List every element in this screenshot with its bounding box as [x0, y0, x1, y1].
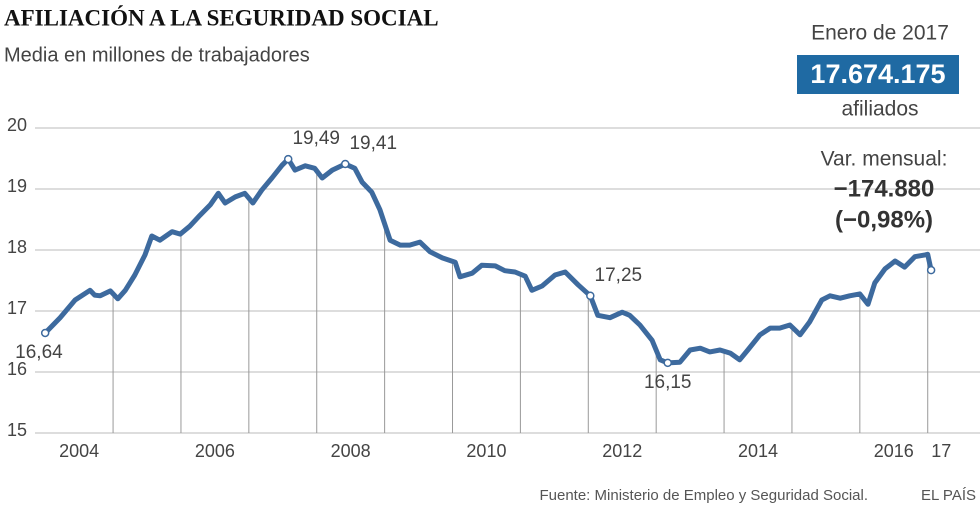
x-tick-label: 2004 [59, 441, 99, 461]
x-tick-label: 2014 [738, 441, 778, 461]
y-tick-label: 16 [7, 359, 27, 379]
chart-title: AFILIACIÓN A LA SEGURIDAD SOCIAL [4, 4, 439, 30]
callout-unit: afiliados [841, 98, 918, 121]
plot: 16,64 19,49 19,41 17,25 16,15 [15, 128, 936, 393]
x-tick-label: 17 [931, 441, 951, 461]
y-tick-label: 20 [7, 115, 27, 135]
annotation-label: 16,64 [15, 342, 63, 363]
annotation-point [586, 291, 595, 300]
callout-value: 17.674.175 [810, 59, 945, 89]
annotation-label: 19,49 [292, 128, 340, 149]
chart-subtitle: Media en millones de trabajadores [4, 44, 310, 66]
x-tick-label: 2010 [466, 441, 506, 461]
annotation-point [663, 358, 672, 368]
y-tick-label: 15 [7, 420, 27, 440]
annotation-label: 19,41 [349, 133, 397, 154]
y-tick-label: 18 [7, 237, 27, 257]
annotation-point [340, 159, 350, 169]
y-tick-label: 17 [7, 298, 27, 318]
callout-change-label: Var. mensual: [821, 148, 948, 171]
callout-period: Enero de 2017 [811, 22, 949, 45]
callout: Enero de 2017 17.674.175 afiliados Var. … [797, 22, 959, 233]
x-tick-label: 2012 [602, 441, 642, 461]
grid: 15 16 17 18 19 20 2004 2006 2008 2010 2012 2014 2016… [7, 115, 980, 461]
annotation-point [283, 154, 293, 164]
source: Fuente: Ministerio de Empleo y Seguridad… [539, 487, 868, 504]
data-line [42, 156, 934, 366]
annotation-point [40, 328, 50, 338]
callout-change: −174.880 [834, 175, 935, 202]
callout-change-pct: (−0,98%) [835, 206, 933, 233]
y-tick-label: 19 [7, 176, 27, 196]
annotation-label: 16,15 [644, 372, 692, 393]
x-tick-label: 2006 [195, 441, 235, 461]
brand: EL PAÍS [921, 487, 976, 504]
end-point [926, 265, 936, 275]
callout-box [797, 55, 959, 94]
x-tick-label: 2016 [874, 441, 914, 461]
annotation-label: 17,25 [595, 265, 643, 286]
x-tick-label: 2008 [331, 441, 371, 461]
